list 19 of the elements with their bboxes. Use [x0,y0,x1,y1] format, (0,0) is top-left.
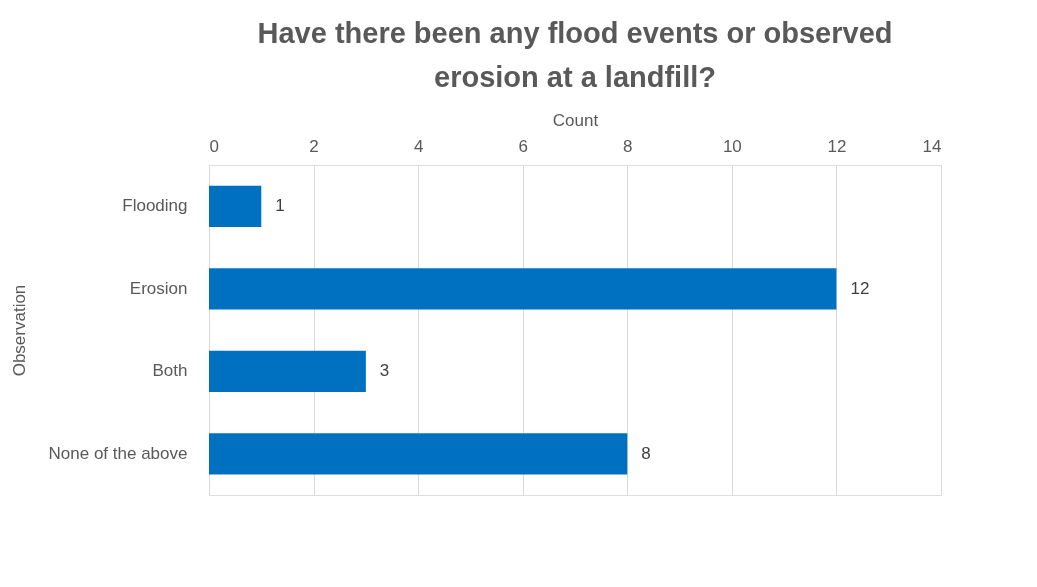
x-tick-label: 8 [623,136,633,156]
data-label: 1 [275,196,285,216]
x-tick-label: 10 [722,136,742,156]
x-tick-label: 14 [922,136,942,156]
y-tick-label: None of the above [48,443,188,463]
y-tick-label: Both [152,361,188,381]
y-tick-label: Erosion [129,278,188,298]
data-label: 12 [850,278,870,298]
x-tick-label: 6 [518,136,528,156]
x-tick-label: 4 [413,136,424,156]
chart-title: Have there been any flood events or observed erosion at a landfill? [257,17,893,93]
x-tick-label: 12 [827,136,847,156]
data-label: 3 [379,361,390,381]
y-tick-label: Flooding [122,196,188,216]
data-label: 8 [641,443,651,463]
x-tick-label: 0 [209,136,219,156]
x-axis-title: Count [552,110,599,130]
y-axis-title: Observation [9,284,29,377]
x-tick-label: 2 [309,136,319,156]
